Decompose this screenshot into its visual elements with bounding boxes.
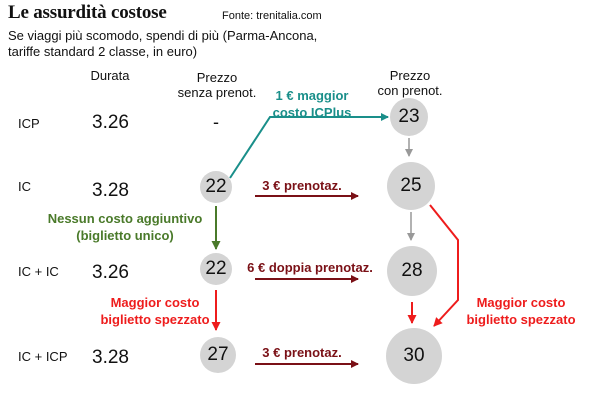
note-icplus-line1: 1 € maggior [275, 88, 349, 103]
column-header-senza-line1: Prezzo [196, 70, 238, 85]
column-header-con-line1: Prezzo [389, 68, 431, 83]
note-spezzato-left-line1: Maggior costo [110, 295, 200, 310]
note-prenotaz-icp: 3 € prenotaz. [262, 345, 342, 360]
note-prenotaz-ic: 3 € prenotaz. [262, 178, 342, 193]
row-label-ic-icp: IC + ICP [18, 349, 68, 364]
price-with-ic-icp: 30 [386, 328, 442, 384]
note-spezzato-right-line1: Maggior costo [476, 295, 566, 310]
column-header-durata: Durata [90, 68, 130, 83]
price-without-ic-icp: 27 [200, 337, 236, 373]
column-header-senza: Prezzo senza prenot. [178, 70, 257, 100]
note-icplus-line2: costo ICPlus [272, 105, 352, 120]
row-label-ic: IC [18, 179, 31, 194]
duration-ic-ic: 3.26 [92, 262, 129, 283]
arrow-icplus [229, 113, 389, 179]
duration-ic-icp: 3.28 [92, 347, 129, 368]
arrow-spezzato-right [429, 204, 459, 327]
note-nessun-line2: (biglietto unico) [76, 228, 174, 243]
note-doppia-prenotaz: 6 € doppia prenotaz. [247, 260, 373, 275]
column-header-senza-line2: senza prenot. [177, 85, 257, 100]
note-spezzato-right-line2: biglietto spezzato [466, 312, 576, 327]
note-spezzato-left-line2: biglietto spezzato [100, 312, 210, 327]
row-label-icp: ICP [18, 116, 40, 131]
price-with-ic: 25 [387, 162, 435, 210]
duration-ic: 3.28 [92, 180, 129, 201]
note-spezzato-right: Maggior costo biglietto spezzato [466, 294, 575, 328]
row-label-ic-ic: IC + IC [18, 264, 59, 279]
price-without-ic: 22 [200, 171, 232, 203]
column-header-con-line2: con prenot. [377, 83, 443, 98]
note-spezzato-left: Maggior costo biglietto spezzato [100, 294, 209, 328]
column-header-con: Prezzo con prenot. [377, 68, 442, 98]
price-with-icp: 23 [390, 98, 428, 136]
source-label: Fonte: trenitalia.com [222, 10, 322, 22]
subtitle: Se viaggi più scomodo, spendi di più (Pa… [8, 28, 318, 59]
page-title: Le assurdità costose [8, 2, 167, 23]
price-without-icp: - [213, 112, 219, 132]
price-without-ic-ic: 22 [200, 253, 232, 285]
note-icplus: 1 € maggior costo ICPlus [273, 87, 352, 121]
price-with-ic-ic: 28 [387, 246, 437, 296]
note-nessun-line1: Nessun costo aggiuntivo [47, 211, 203, 226]
duration-icp: 3.26 [92, 112, 129, 133]
note-nessun-costo: Nessun costo aggiuntivo (biglietto unico… [48, 210, 203, 244]
